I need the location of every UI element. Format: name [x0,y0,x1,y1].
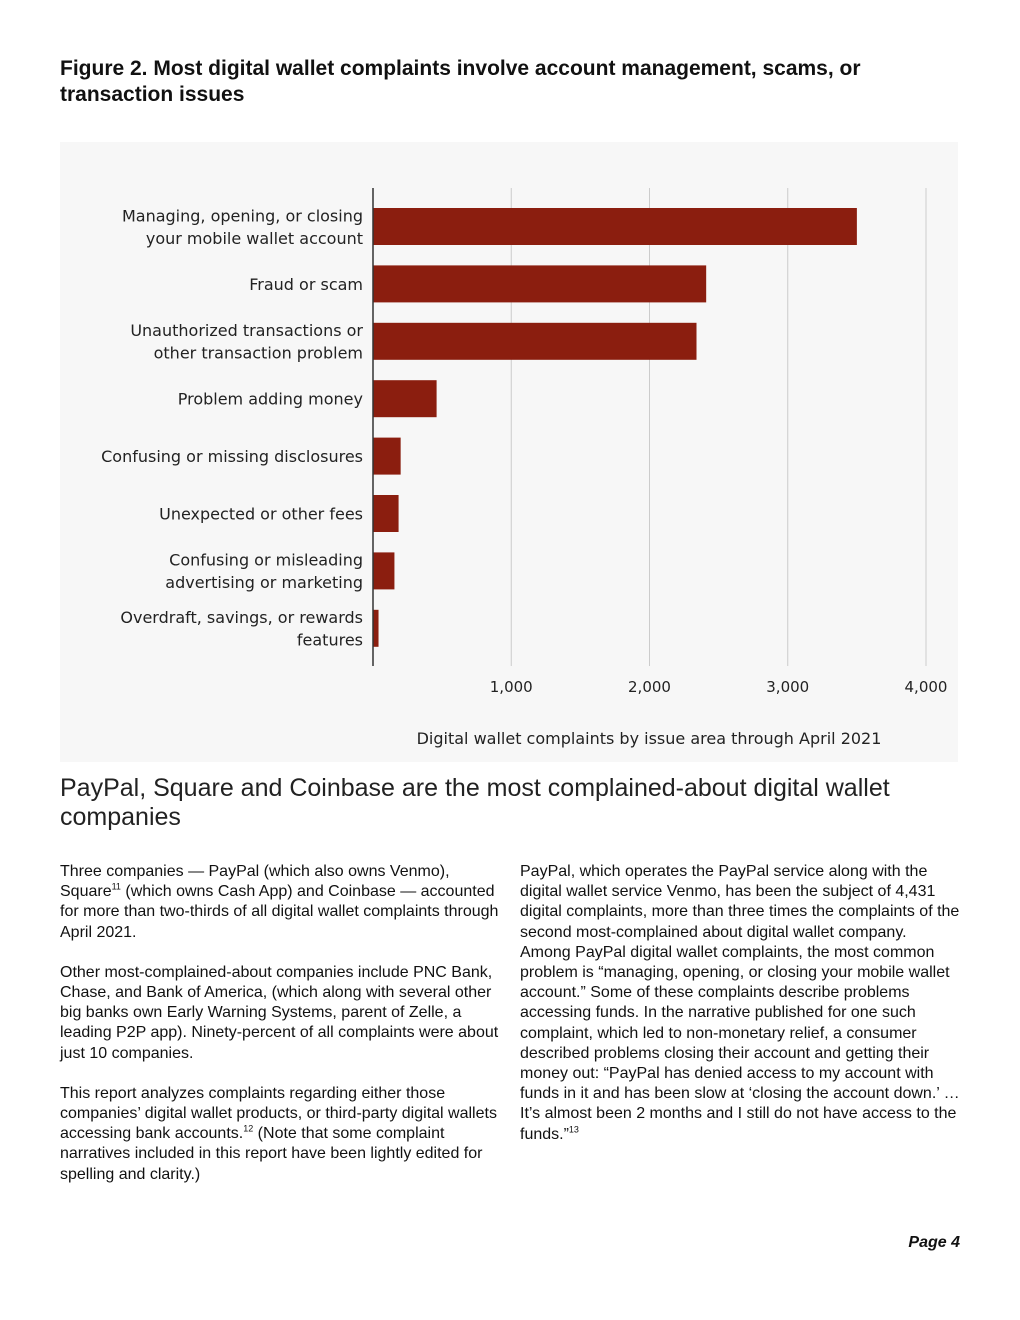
x-tick-label: 4,000 [905,678,948,696]
bar [373,552,395,590]
bar [373,437,401,475]
bar [373,495,399,532]
left-paragraph-2: Other most-complained-about companies in… [60,963,499,1062]
category-label: Problem adding money [178,390,363,409]
category-label: Confusing or misleading advertising or ma… [165,551,363,593]
figure-title: Figure 2. Most digital wallet complaints… [60,57,861,106]
right-column: PayPal, which operates the PayPal servic… [520,862,960,1165]
category-label: Overdraft, savings, or rewards features [120,608,363,650]
right-paragraph-1: PayPal, which operates the PayPal servic… [520,863,960,1143]
bar [373,208,857,245]
x-tick-label: 1,000 [490,678,533,696]
x-axis-title: Digital wallet complaints by issue area … [417,729,882,748]
x-tick-label: 2,000 [628,678,671,696]
section-heading: PayPal, Square and Coinbase are the most… [60,774,890,831]
category-label: Managing, opening, or closing your mobile… [122,206,363,248]
bar [373,380,437,418]
chart-svg: 1,000 2,000 3,000 4,000 Managing, opening, o… [101,188,948,748]
bar [373,322,697,360]
footnote-ref[interactable]: 11 [111,881,121,892]
x-tick-label: 3,000 [766,678,809,696]
footnote-ref[interactable]: 13 [568,1124,579,1135]
page-number: Page 4 [908,1234,960,1251]
category-label: Unexpected or other fees [159,505,363,524]
left-paragraph-3: This report analyzes complaints regardin… [60,1084,497,1183]
category-label: Unauthorized transactions or other transa… [130,321,363,363]
left-column: Three companies — PayPal (which also own… [60,862,500,1205]
complaints-bar-chart: 1,000 2,000 3,000 4,000 Managing, opening, o… [60,142,958,762]
category-label: Confusing or missing disclosures [101,447,363,466]
bar [373,265,707,303]
left-paragraph-1: Three companies — PayPal (which also own… [60,863,499,941]
category-label: Fraud or scam [249,275,363,294]
bar [373,609,379,647]
footnote-ref[interactable]: 12 [243,1123,254,1134]
